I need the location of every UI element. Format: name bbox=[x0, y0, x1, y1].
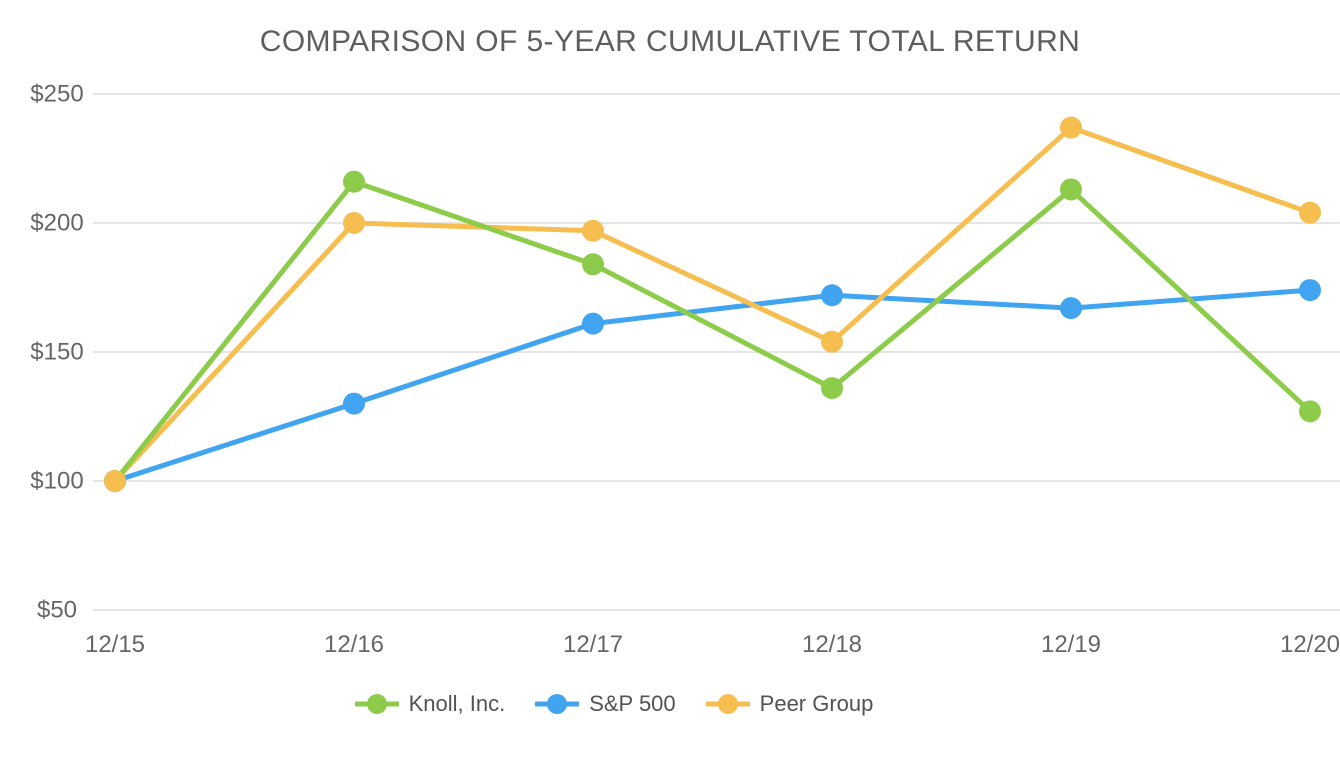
series-line-s-p-500 bbox=[112, 287, 1313, 484]
y-axis-tick-label: $200 bbox=[30, 210, 83, 237]
data-point-knoll-inc bbox=[343, 170, 365, 193]
x-axis-tick-label: 12/18 bbox=[802, 631, 862, 658]
data-point-peer-group bbox=[343, 212, 365, 234]
data-point-peer-group bbox=[821, 330, 843, 353]
data-point-knoll-inc bbox=[821, 377, 843, 400]
series-line-knoll-inc bbox=[112, 179, 1313, 484]
x-axis-tick-label: 12/19 bbox=[1041, 631, 1101, 658]
data-point-knoll-inc bbox=[1299, 400, 1321, 423]
legend-item-peer-group: Peer Group bbox=[705, 691, 874, 717]
x-axis-tick-label: 12/17 bbox=[563, 631, 623, 658]
data-point-s-p-500 bbox=[1060, 297, 1082, 320]
data-point-s-p-500 bbox=[821, 284, 843, 307]
sp-500-series-marker-icon bbox=[535, 694, 580, 714]
x-axis-tick-label: 12/16 bbox=[324, 631, 384, 658]
line-chart: $250 $200 $150 $100 $50 12/15 12/16 12/17 12/18 1… bbox=[30, 81, 1340, 658]
data-point-peer-group bbox=[582, 219, 604, 242]
data-point-peer-group bbox=[1060, 116, 1082, 139]
data-point-peer-group bbox=[104, 470, 126, 492]
legend-label-sp-500: S&P 500 bbox=[589, 691, 676, 716]
y-axis-tick-label: $150 bbox=[30, 339, 83, 366]
legend-item-sp-500: S&P 500 bbox=[535, 691, 676, 717]
chart-legend: Knoll, Inc. S&P 500 Peer Group bbox=[0, 691, 1284, 717]
peer-group-series-marker-icon bbox=[705, 694, 750, 714]
x-axis-tick-label: 12/15 bbox=[85, 631, 145, 658]
legend-item-knoll-inc: Knoll, Inc. bbox=[354, 691, 506, 717]
y-axis-tick-label: $250 bbox=[30, 81, 83, 108]
data-point-peer-group bbox=[1299, 201, 1321, 224]
data-point-knoll-inc bbox=[1060, 178, 1082, 201]
y-axis-tick-label: $100 bbox=[30, 468, 83, 495]
legend-label-knoll-inc: Knoll, Inc. bbox=[408, 691, 506, 716]
data-point-s-p-500 bbox=[343, 392, 365, 415]
data-point-s-p-500 bbox=[582, 312, 604, 335]
data-point-s-p-500 bbox=[1299, 279, 1321, 302]
series-line-peer-group bbox=[112, 125, 1313, 484]
chart-title: COMPARISON OF 5-YEAR CUMULATIVE TOTAL RE… bbox=[259, 25, 1081, 58]
y-axis-tick-label: $50 bbox=[37, 597, 77, 624]
x-axis-tick-label: 12/20 bbox=[1280, 631, 1340, 658]
data-point-knoll-inc bbox=[582, 253, 604, 276]
knoll-inc-series-marker-icon bbox=[354, 694, 399, 714]
legend-label-peer-group: Peer Group bbox=[759, 691, 874, 716]
